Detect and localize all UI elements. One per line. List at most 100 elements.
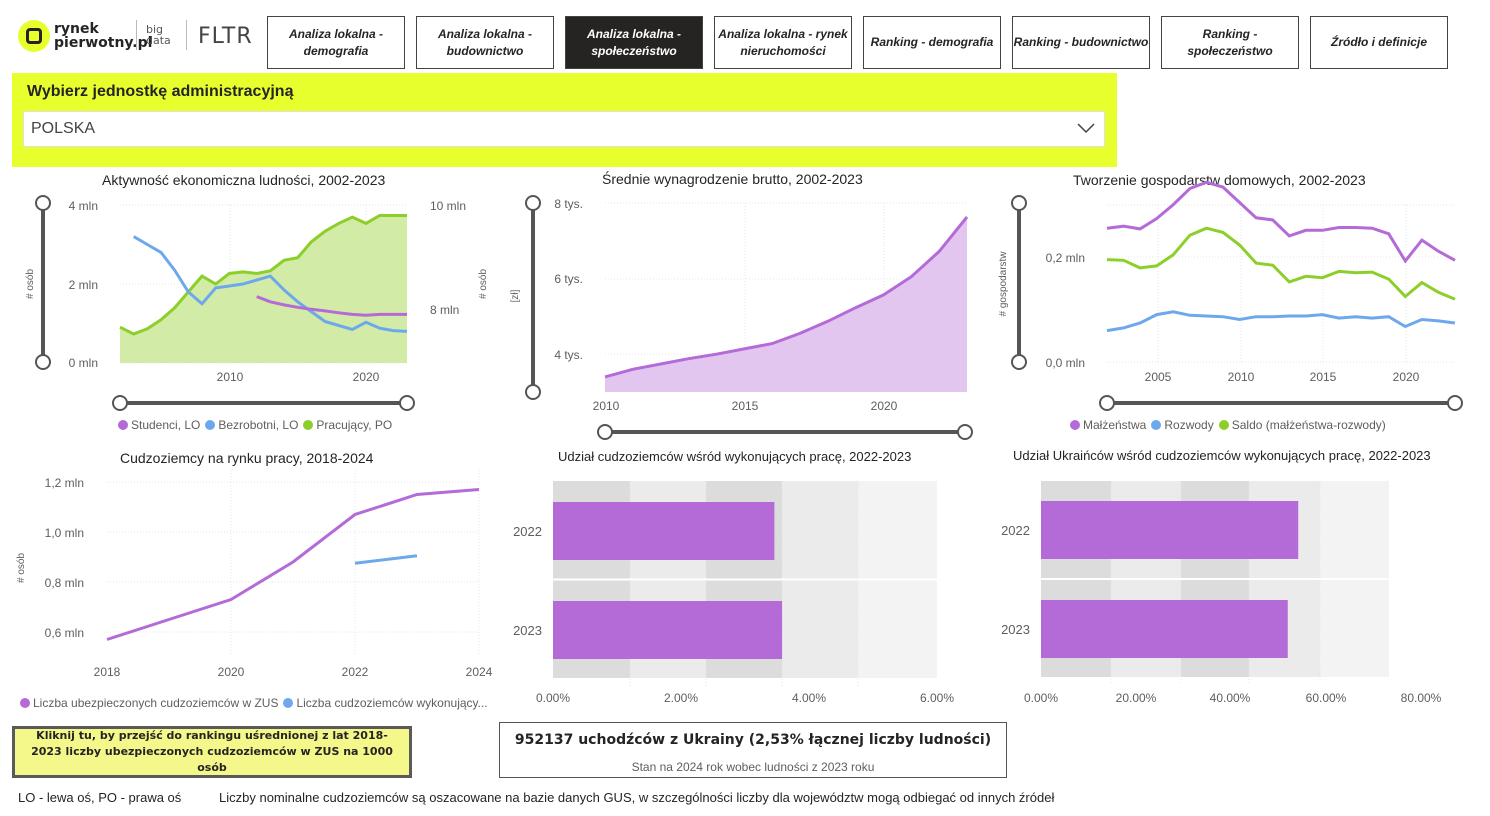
legend-item[interactable]: Studenci, LO bbox=[118, 418, 200, 432]
legend-item[interactable]: Saldo (małżeństwa-rozwody) bbox=[1218, 418, 1386, 432]
tab-analiza-rynek[interactable]: Analiza lokalna - rynek nieruchomości bbox=[714, 16, 852, 69]
legend-label: Liczba cudzoziemców wykonujący... bbox=[296, 696, 488, 710]
share-foreigners-category: 2023 bbox=[513, 623, 542, 638]
households-xtick: 2010 bbox=[1228, 370, 1255, 384]
foreigners-ytick: 1,0 mln bbox=[45, 526, 84, 540]
legend-label: Studenci, LO bbox=[131, 418, 201, 432]
admin-unit-label: Wybierz jednostkę administracyjną bbox=[27, 83, 294, 100]
legend-label: Małżeństwa bbox=[1083, 418, 1147, 432]
salary-xtick: 2020 bbox=[871, 399, 898, 413]
partner-logo-line2: data bbox=[146, 34, 171, 47]
tab-ranking-spoleczenstwo[interactable]: Ranking - społeczeństwo bbox=[1161, 16, 1299, 69]
salary-vslider[interactable] bbox=[525, 195, 541, 400]
admin-unit-value: POLSKA bbox=[31, 120, 96, 137]
logo-divider bbox=[136, 20, 137, 50]
share-foreigners-bar bbox=[553, 502, 775, 560]
activity-xtick: 2020 bbox=[353, 370, 380, 384]
share-ukrainians-xtick: 80.00% bbox=[1401, 691, 1442, 705]
share-ukrainians-category: 2023 bbox=[1001, 622, 1030, 637]
tab-ranking-demografia[interactable]: Ranking - demografia bbox=[863, 16, 1001, 69]
households-hslider[interactable] bbox=[1099, 395, 1463, 411]
households-xtick: 2005 bbox=[1145, 370, 1172, 384]
legend-label: Liczba ubezpieczonych cudzoziemców w ZUS bbox=[33, 696, 279, 710]
legend-label: Pracujący, PO bbox=[316, 418, 393, 432]
chart-title-share-ukrainians: Udział Ukraińców wśród cudzoziemców wyko… bbox=[1013, 448, 1431, 463]
brand-logo-mark bbox=[18, 20, 50, 52]
foreigners-ytick: 0,8 mln bbox=[45, 576, 84, 590]
households-xtick: 2015 bbox=[1310, 370, 1337, 384]
legend-item[interactable]: Rozwody bbox=[1151, 418, 1214, 432]
activity-ytick: 0 mln bbox=[69, 356, 98, 370]
foreigners-ylabel: # osób bbox=[16, 553, 27, 583]
activity-ytick-right: 10 mln bbox=[430, 199, 466, 213]
chevron-down-icon[interactable] bbox=[1076, 118, 1096, 138]
activity-area-pracujacy bbox=[120, 215, 407, 363]
brand-logo-text: rynek pierwotny.pl bbox=[54, 22, 152, 50]
legend-label: Bezrobotni, LO bbox=[218, 418, 299, 432]
households-vslider[interactable] bbox=[1011, 195, 1027, 370]
foreigners-ytick: 1,2 mln bbox=[45, 476, 84, 490]
activity-hslider[interactable] bbox=[112, 395, 415, 411]
share-ukrainians-category: 2022 bbox=[1001, 523, 1030, 538]
households-line-saldo bbox=[1106, 226, 1456, 301]
legend-item[interactable]: Liczba ubezpieczonych cudzoziemców w ZUS bbox=[20, 696, 278, 710]
share-foreigners-xtick: 0.00% bbox=[536, 691, 570, 705]
axis-note: LO - lewa oś, PO - prawa oś bbox=[18, 790, 182, 805]
salary-ytick: 8 tys. bbox=[554, 197, 583, 211]
activity-line-pracujacy bbox=[119, 214, 407, 336]
ranking-link-button[interactable]: Kliknij tu, by przejść do rankingu uśred… bbox=[12, 726, 412, 778]
salary-ylabel: [zł] bbox=[510, 289, 521, 302]
foreigners-xtick: 2018 bbox=[94, 665, 121, 679]
salary-unit-label: # osób bbox=[478, 269, 489, 299]
tab-ranking-budownictwo[interactable]: Ranking - budownictwo bbox=[1012, 16, 1150, 69]
admin-unit-selector: Wybierz jednostkę administracyjną POLSKA bbox=[12, 73, 1117, 167]
tab-analiza-demografia[interactable]: Analiza lokalna - demografia bbox=[267, 16, 405, 69]
share-foreigners-xtick: 4.00% bbox=[792, 691, 826, 705]
legend-item[interactable]: Bezrobotni, LO bbox=[205, 418, 298, 432]
share-foreigners-xtick: 2.00% bbox=[664, 691, 698, 705]
foreigners-line-working bbox=[354, 554, 418, 565]
foreigners-xtick: 2022 bbox=[342, 665, 369, 679]
activity-line-studenci bbox=[256, 295, 407, 317]
households-xtick: 2020 bbox=[1393, 370, 1420, 384]
tab-analiza-spoleczenstwo[interactable]: Analiza lokalna - społeczeństwo bbox=[565, 16, 703, 69]
foreigners-xtick: 2020 bbox=[218, 665, 245, 679]
brand-logo-line2: pierwotny.pl bbox=[54, 35, 153, 51]
foreigners-ytick: 0,6 mln bbox=[45, 626, 84, 640]
households-ytick: 0,0 mln bbox=[1046, 356, 1085, 370]
households-line-malzenstwa bbox=[1106, 180, 1456, 264]
share-foreigners-category: 2022 bbox=[513, 524, 542, 539]
data-disclaimer: Liczby nominalne cudzoziemców są oszacow… bbox=[219, 790, 1055, 805]
share-ukrainians-xtick: 20.00% bbox=[1116, 691, 1157, 705]
chart-title-activity: Aktywność ekonomiczna ludności, 2002-202… bbox=[102, 172, 386, 188]
foreigners-line-zus bbox=[106, 488, 480, 641]
share-foreigners-bar bbox=[553, 601, 783, 659]
households-line-rozwody bbox=[1106, 310, 1456, 333]
legend-label: Saldo (małżeństwa-rozwody) bbox=[1231, 418, 1386, 432]
share-ukrainians-bar bbox=[1041, 600, 1288, 658]
households-ytick: 0,2 mln bbox=[1046, 251, 1085, 265]
households-legend: Małżeństwa Rozwody Saldo (małżeństwa-roz… bbox=[1070, 418, 1391, 432]
foreigners-xtick: 2024 bbox=[466, 665, 493, 679]
activity-vslider[interactable] bbox=[35, 195, 51, 370]
activity-legend: Studenci, LO Bezrobotni, LO Pracujący, P… bbox=[118, 418, 397, 432]
legend-label: Rozwody bbox=[1164, 418, 1214, 432]
legend-item[interactable]: Małżeństwa bbox=[1070, 418, 1146, 432]
product-name: FLTR bbox=[198, 24, 253, 49]
salary-ytick: 6 tys. bbox=[554, 272, 583, 286]
legend-item[interactable]: Liczba cudzoziemców wykonujący... bbox=[283, 696, 488, 710]
tab-zrodlo-definicje[interactable]: Źródło i definicje bbox=[1310, 16, 1448, 69]
refugees-note: Stan na 2024 rok wobec ludności z 2023 r… bbox=[631, 760, 875, 774]
salary-xtick: 2015 bbox=[732, 399, 759, 413]
refugees-card: 952137 uchodźców z Ukrainy (2,53% łączne… bbox=[499, 722, 1007, 778]
chart-title-foreigners: Cudzoziemcy na rynku pracy, 2018-2024 bbox=[120, 450, 374, 466]
legend-item[interactable]: Pracujący, PO bbox=[303, 418, 392, 432]
share-foreigners-xtick: 6.00% bbox=[920, 691, 954, 705]
tab-analiza-budownictwo[interactable]: Analiza lokalna - budownictwo bbox=[416, 16, 554, 69]
admin-unit-dropdown[interactable]: POLSKA bbox=[23, 111, 1105, 147]
refugees-count: 952137 uchodźców z Ukrainy (2,53% łączne… bbox=[514, 732, 992, 748]
activity-ytick-right: 8 mln bbox=[430, 303, 459, 317]
activity-ytick: 4 mln bbox=[69, 199, 98, 213]
salary-hslider[interactable] bbox=[597, 424, 973, 440]
brand-logo-line1: rynek bbox=[54, 21, 99, 37]
